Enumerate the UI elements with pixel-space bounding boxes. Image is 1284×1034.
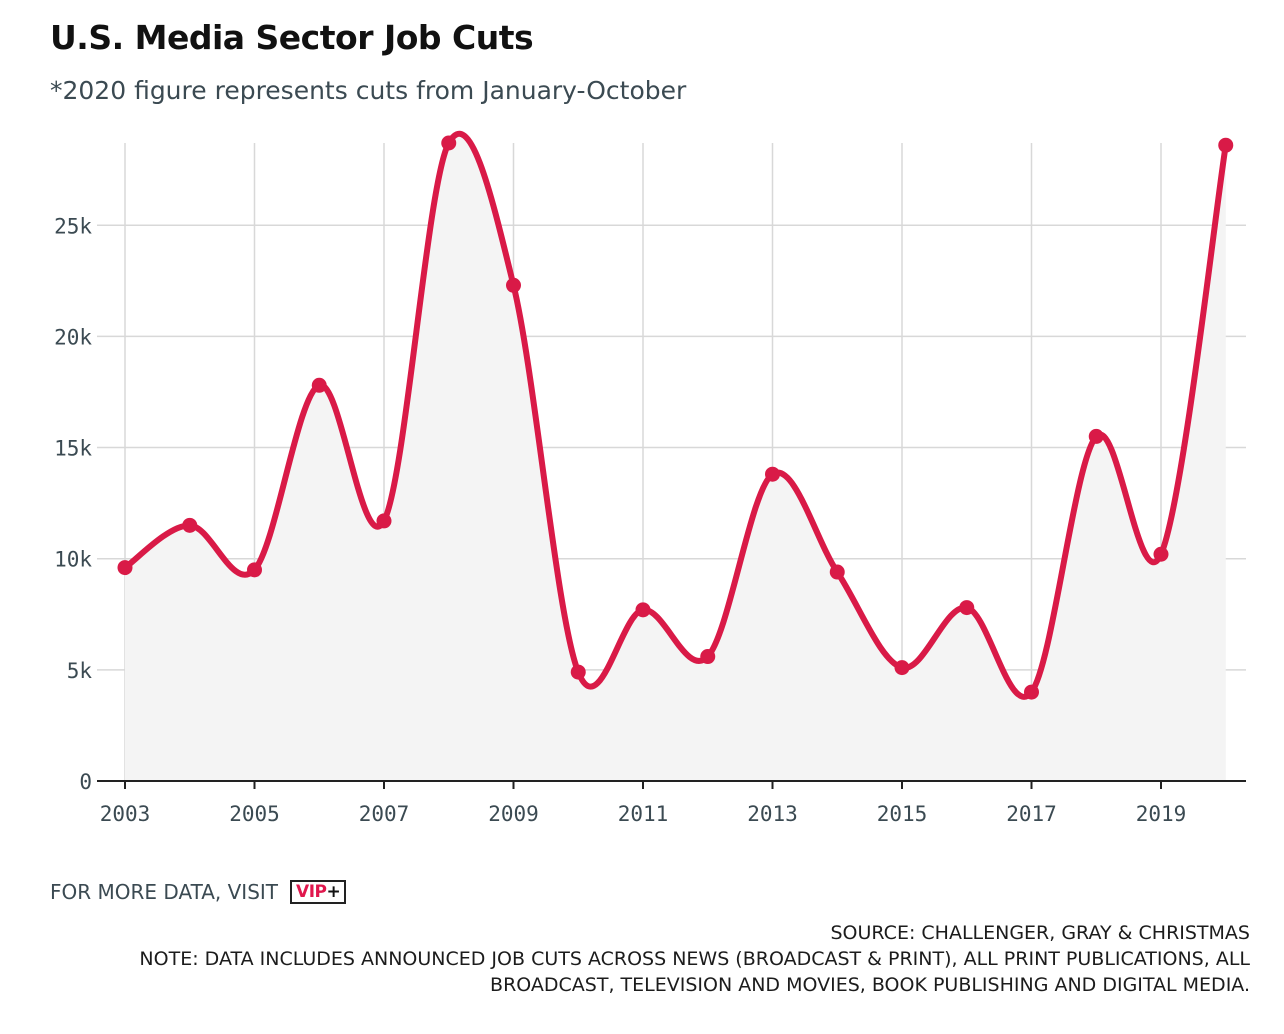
note-text-line-1: NOTE: DATA INCLUDES ANNOUNCED JOB CUTS A… — [139, 948, 1250, 970]
vip-plus-logo[interactable]: VIP+ — [290, 880, 347, 904]
y-tick-label-10000: 10k — [54, 548, 92, 572]
chart-subtitle: *2020 figure represents cuts from Januar… — [50, 76, 687, 105]
x-tick-label-2009: 2009 — [488, 802, 539, 826]
more-data-label: FOR MORE DATA, VISIT — [50, 880, 279, 904]
data-point-2006 — [311, 377, 327, 393]
footer-notes: SOURCE: CHALLENGER, GRAY & CHRISTMAS NOT… — [30, 920, 1250, 998]
data-point-2005 — [247, 562, 262, 578]
y-tick-label-20000: 20k — [54, 325, 92, 349]
note-text-line-2: BROADCAST, TELEVISION AND MOVIES, BOOK P… — [490, 974, 1250, 996]
data-point-2019 — [1153, 546, 1169, 562]
x-tick-label-2007: 2007 — [359, 802, 410, 826]
y-tick-label-5000: 5k — [67, 659, 93, 683]
x-tick-label-2011: 2011 — [618, 802, 669, 826]
source-text: SOURCE: CHALLENGER, GRAY & CHRISTMAS — [830, 922, 1251, 944]
series-line — [122, 130, 1229, 700]
chart-title: U.S. Media Sector Job Cuts — [50, 18, 534, 57]
y-tick-label-15000: 15k — [54, 437, 92, 461]
data-point-2014 — [829, 564, 845, 580]
data-point-2013 — [765, 466, 780, 482]
y-axis-ticks: 0 5k 10k 15k 20k 25k — [54, 214, 92, 794]
data-points — [117, 135, 1234, 700]
x-axis-ticks: 2003 2005 2007 2009 2011 2013 2015 2017 2019 — [100, 781, 1187, 826]
y-tick-label-25000: 25k — [54, 214, 92, 238]
data-point-2011 — [635, 602, 651, 618]
data-point-2017 — [1024, 684, 1039, 700]
data-point-2007 — [376, 513, 392, 529]
data-point-2016 — [959, 600, 975, 616]
data-point-2008 — [441, 135, 457, 151]
x-tick-label-2015: 2015 — [877, 802, 928, 826]
data-point-2015 — [894, 660, 910, 676]
data-point-2020 — [1218, 137, 1234, 153]
data-point-2004 — [182, 517, 198, 533]
data-point-2003 — [117, 560, 133, 576]
x-tick-label-2013: 2013 — [747, 802, 798, 826]
x-tick-label-2019: 2019 — [1136, 802, 1187, 826]
data-point-2018 — [1088, 428, 1104, 444]
x-tick-label-2005: 2005 — [229, 802, 280, 826]
x-tick-label-2003: 2003 — [100, 802, 151, 826]
data-point-2012 — [700, 649, 716, 665]
data-point-2010 — [570, 664, 586, 680]
x-tick-label-2017: 2017 — [1006, 802, 1057, 826]
y-tick-label-0: 0 — [79, 770, 92, 794]
data-point-2009 — [506, 277, 521, 293]
more-data-link[interactable]: FOR MORE DATA, VISIT VIP+ — [50, 880, 347, 904]
